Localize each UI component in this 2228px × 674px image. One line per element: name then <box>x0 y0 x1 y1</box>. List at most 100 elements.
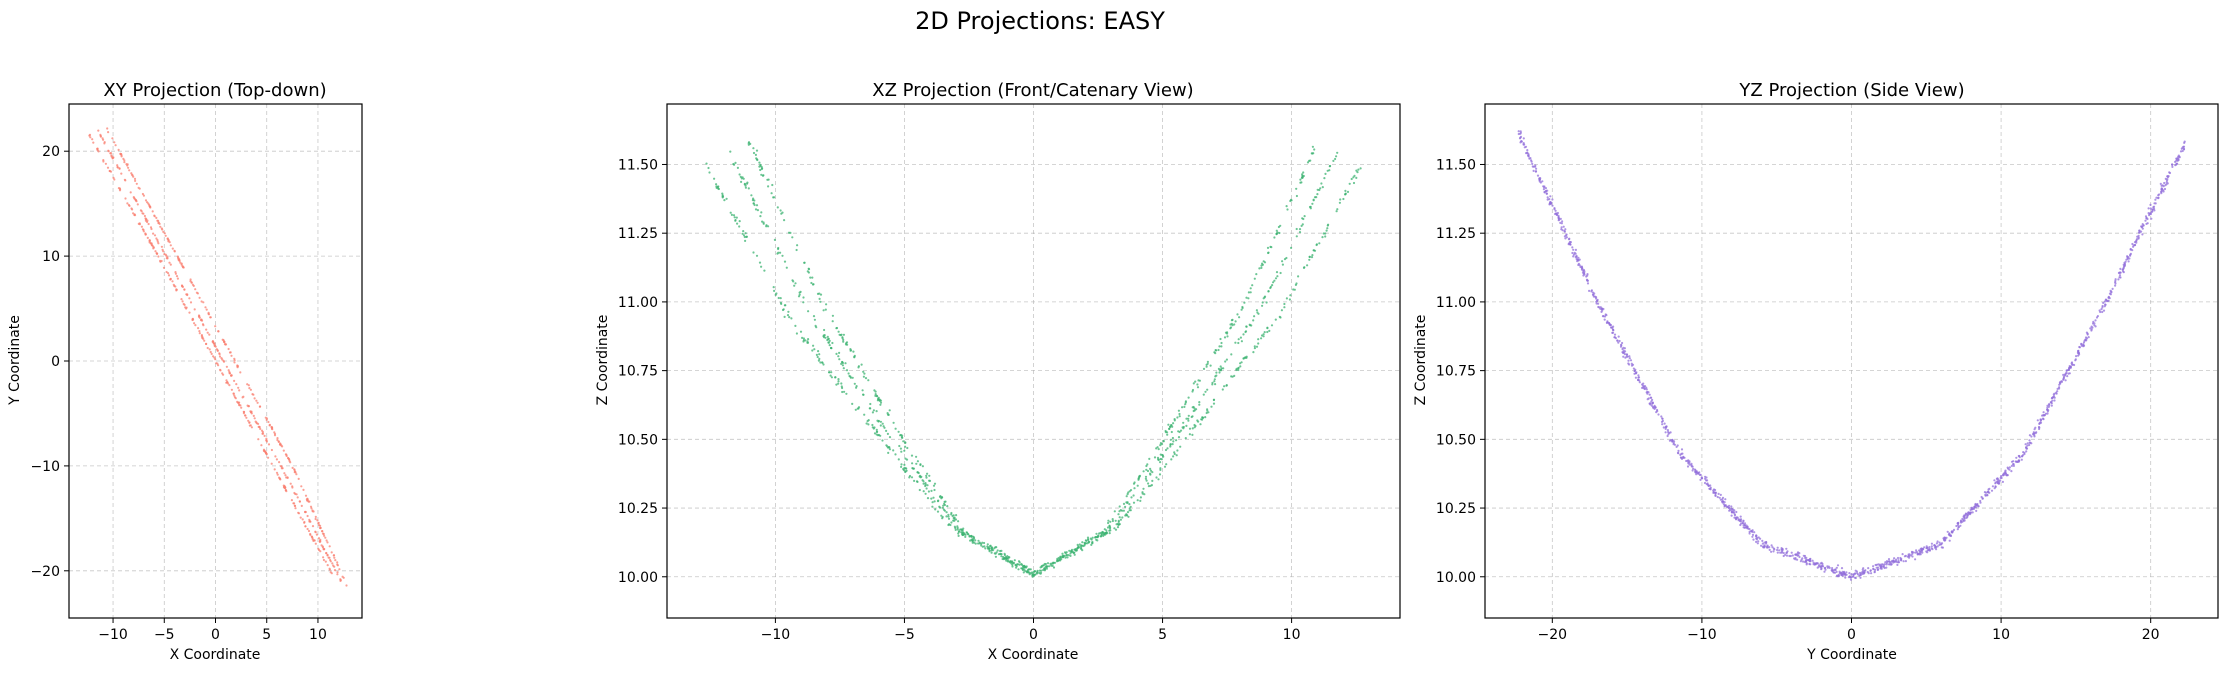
xz-point-series-0 <box>1297 275 1300 278</box>
xz-point-series-1 <box>1319 187 1322 190</box>
xz-point-series-2 <box>1157 448 1160 451</box>
xz-point-series-2 <box>928 474 931 477</box>
xz-point-series-0 <box>1200 418 1203 421</box>
xz-point-series-0 <box>779 301 783 304</box>
yz-point-series-0 <box>1803 554 1807 558</box>
yz-point-series-0 <box>1880 567 1883 570</box>
xz-point-series-1 <box>879 420 883 423</box>
xz-point-series-2 <box>1220 341 1223 345</box>
xy-point-series-1 <box>241 396 244 399</box>
xz-point-series-0 <box>830 371 833 374</box>
yz-point-series-0 <box>1938 541 1941 544</box>
xy-point-series-1 <box>146 220 149 224</box>
xz-point-series-0 <box>734 219 737 222</box>
xz-point-series-0 <box>788 316 791 319</box>
xz-point-series-0 <box>723 199 726 202</box>
xz-point-series-2 <box>1295 187 1298 190</box>
xz-point-series-0 <box>1308 258 1311 261</box>
xy-point-series-0 <box>276 473 279 476</box>
xy-point-series-1 <box>329 558 332 562</box>
xy-point-series-2 <box>258 405 261 408</box>
yz-point-series-0 <box>2183 140 2186 143</box>
yz-point-series-0 <box>1572 248 1575 251</box>
xz-point-series-2 <box>849 349 853 352</box>
yz-point-series-0 <box>1591 293 1595 296</box>
xy-point-series-0 <box>240 406 243 409</box>
yz-point-series-0 <box>1766 544 1769 547</box>
xy-point-series-0 <box>171 280 174 283</box>
yz-point-series-0 <box>1894 560 1897 563</box>
xy-point-series-1 <box>320 544 323 547</box>
xz-point-series-1 <box>1295 235 1298 238</box>
xz-point-series-2 <box>897 430 900 433</box>
yz-point-series-0 <box>1654 406 1657 409</box>
yz-point-series-0 <box>1520 140 1523 143</box>
yz-point-series-0 <box>2087 336 2090 339</box>
xz-point-series-0 <box>812 344 815 347</box>
yz-point-series-0 <box>1801 557 1804 560</box>
xz-point-series-1 <box>967 533 970 536</box>
xz-y-axis-label: Z Coordinate <box>595 315 611 406</box>
xz-point-series-0 <box>1235 368 1238 372</box>
xz-point-series-1 <box>855 385 858 388</box>
yz-point-series-0 <box>1648 393 1651 396</box>
yz-point-series-0 <box>1680 452 1683 455</box>
yz-point-series-0 <box>1873 571 1876 574</box>
yz-point-series-0 <box>2039 418 2042 421</box>
xz-point-series-2 <box>781 211 784 214</box>
yz-point-series-0 <box>1609 323 1612 327</box>
xz-point-series-2 <box>1167 423 1170 426</box>
xy-point-series-0 <box>193 322 196 325</box>
yz-point-series-0 <box>1887 558 1891 561</box>
xy-point-series-2 <box>310 507 313 510</box>
xz-point-series-0 <box>1262 333 1265 336</box>
xz-point-series-0 <box>1355 169 1358 172</box>
xy-point-series-2 <box>319 526 322 530</box>
yz-point-series-0 <box>1735 510 1738 514</box>
xz-point-series-0 <box>743 235 746 239</box>
xz-point-series-2 <box>1178 415 1181 418</box>
yz-point-series-0 <box>1899 556 1902 560</box>
yz-point-series-0 <box>1926 551 1929 554</box>
yz-point-series-0 <box>1896 556 1900 560</box>
xz-point-series-1 <box>759 215 762 218</box>
xz-point-series-0 <box>1175 454 1178 457</box>
yz-point-series-0 <box>1972 507 1975 510</box>
yz-point-series-0 <box>1855 570 1858 573</box>
xz-point-series-2 <box>1162 439 1165 442</box>
yz-point-series-0 <box>1522 137 1525 140</box>
yz-point-series-0 <box>1593 295 1596 298</box>
xz-point-series-0 <box>807 338 810 341</box>
yz-point-series-0 <box>1603 318 1606 321</box>
xz-point-series-0 <box>1263 331 1266 334</box>
xy-point-series-2 <box>276 438 279 442</box>
yz-point-series-0 <box>1535 167 1538 170</box>
xy-point-series-2 <box>106 127 109 130</box>
xz-point-series-1 <box>840 362 843 365</box>
yz-point-series-0 <box>2118 274 2122 277</box>
xy-point-series-2 <box>133 177 137 180</box>
xz-point-series-1 <box>1298 231 1302 234</box>
xy-point-series-0 <box>154 250 157 253</box>
yz-point-series-0 <box>1730 505 1733 508</box>
xy-point-series-2 <box>205 308 208 311</box>
xz-point-series-2 <box>876 395 879 398</box>
yz-point-series-0 <box>1872 567 1875 570</box>
yz-point-series-0 <box>2150 217 2153 220</box>
yz-point-series-0 <box>1745 526 1748 529</box>
xy-point-series-1 <box>286 476 289 479</box>
xz-point-series-1 <box>1269 285 1272 288</box>
yz-point-series-0 <box>2182 145 2186 148</box>
yz-point-series-0 <box>1650 396 1653 399</box>
xz-point-series-1 <box>1178 430 1181 434</box>
xz-point-series-1 <box>837 355 840 358</box>
xy-x-tick-label: −10 <box>98 627 128 643</box>
yz-point-series-0 <box>2137 234 2140 237</box>
xy-point-series-0 <box>203 339 206 342</box>
yz-point-series-0 <box>1629 359 1633 362</box>
xz-point-series-2 <box>1031 572 1034 576</box>
xz-point-series-1 <box>900 450 903 453</box>
yz-point-series-0 <box>2077 354 2080 357</box>
xz-point-series-1 <box>750 194 753 197</box>
xz-point-series-0 <box>1324 232 1327 235</box>
